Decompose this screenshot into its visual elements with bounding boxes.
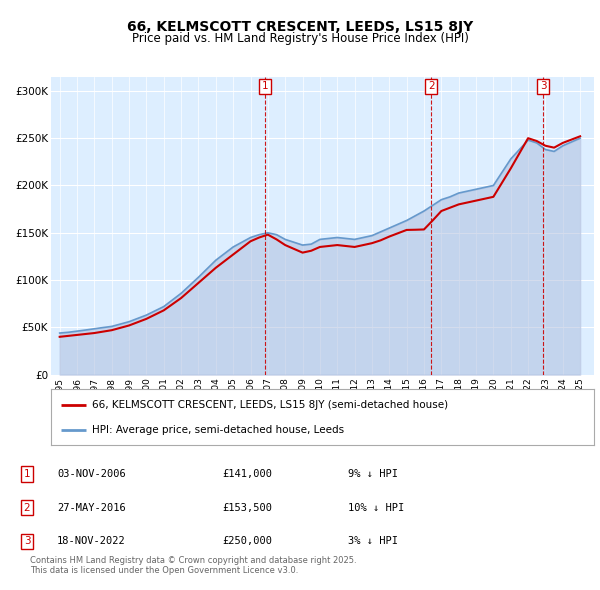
- Text: 18-NOV-2022: 18-NOV-2022: [57, 536, 126, 546]
- Text: 2: 2: [23, 503, 31, 513]
- Text: 9% ↓ HPI: 9% ↓ HPI: [348, 469, 398, 479]
- Text: 27-MAY-2016: 27-MAY-2016: [57, 503, 126, 513]
- Text: 66, KELMSCOTT CRESCENT, LEEDS, LS15 8JY (semi-detached house): 66, KELMSCOTT CRESCENT, LEEDS, LS15 8JY …: [92, 399, 448, 409]
- Text: 1: 1: [262, 81, 268, 91]
- Text: 10% ↓ HPI: 10% ↓ HPI: [348, 503, 404, 513]
- Text: £153,500: £153,500: [222, 503, 272, 513]
- Text: 03-NOV-2006: 03-NOV-2006: [57, 469, 126, 479]
- Text: Price paid vs. HM Land Registry's House Price Index (HPI): Price paid vs. HM Land Registry's House …: [131, 32, 469, 45]
- Text: Contains HM Land Registry data © Crown copyright and database right 2025.
This d: Contains HM Land Registry data © Crown c…: [30, 556, 356, 575]
- Text: 66, KELMSCOTT CRESCENT, LEEDS, LS15 8JY: 66, KELMSCOTT CRESCENT, LEEDS, LS15 8JY: [127, 19, 473, 34]
- Text: HPI: Average price, semi-detached house, Leeds: HPI: Average price, semi-detached house,…: [92, 425, 344, 435]
- Text: 2: 2: [428, 81, 434, 91]
- Text: 3: 3: [540, 81, 547, 91]
- Text: 3% ↓ HPI: 3% ↓ HPI: [348, 536, 398, 546]
- Text: 3: 3: [23, 536, 31, 546]
- Text: 1: 1: [23, 469, 31, 479]
- Text: £250,000: £250,000: [222, 536, 272, 546]
- Text: £141,000: £141,000: [222, 469, 272, 479]
